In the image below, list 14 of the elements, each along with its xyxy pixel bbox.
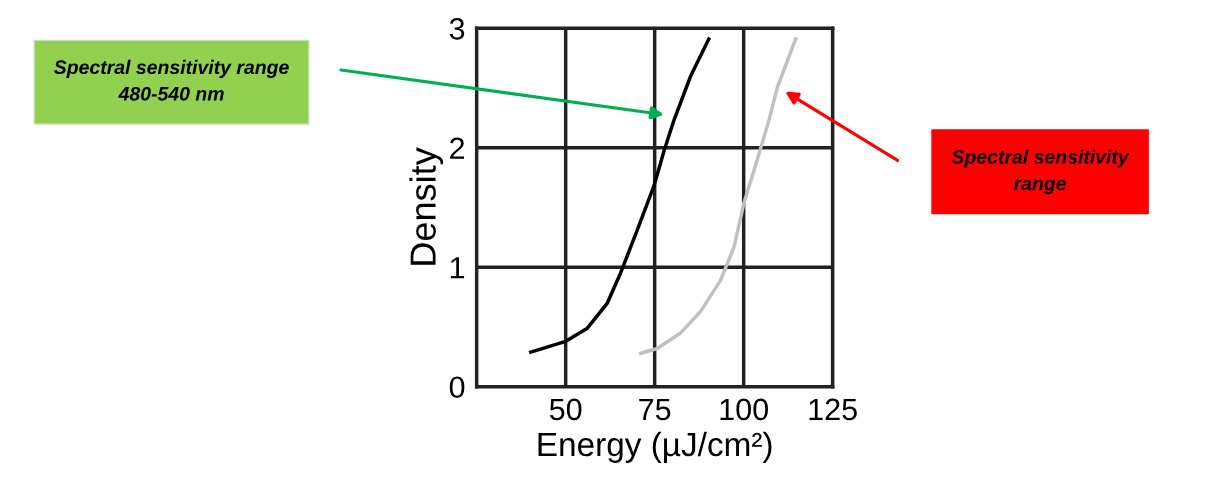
x-tick-label: 50: [549, 398, 582, 421]
y-tick-label: 1: [450, 257, 465, 279]
x-tick-label: 75: [639, 398, 671, 421]
x-tick-label: 125: [809, 398, 857, 421]
y-tick-label: 2: [450, 137, 465, 159]
text: Spectral sensitivity range: [951, 149, 1130, 195]
y-tick-label: 0: [449, 376, 465, 399]
y-axis-title: Density: [409, 147, 444, 265]
text: Spectral sensitivity range 480-540 nm: [53, 59, 289, 101]
y-tick-label: 3: [449, 18, 465, 40]
x-axis-title: Energy (µJ/cm²): [538, 431, 772, 463]
line-series: [639, 37, 798, 355]
line-series: [529, 37, 711, 354]
x-tick-label: 100: [720, 398, 768, 421]
